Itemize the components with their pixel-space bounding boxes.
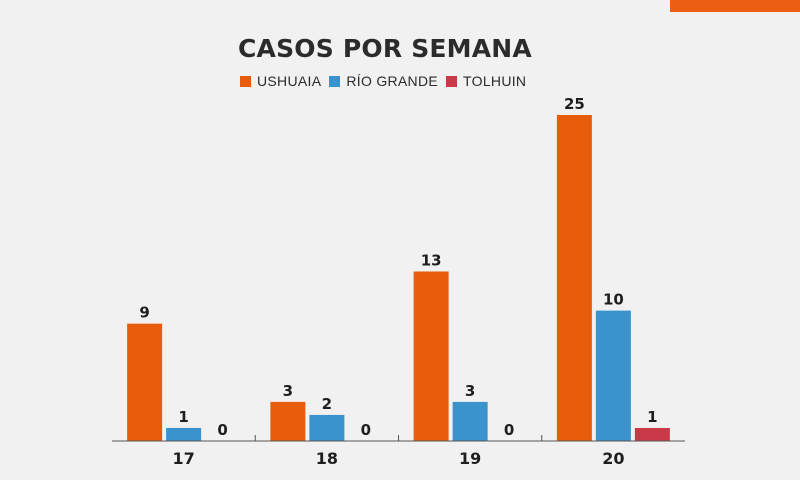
bar-ushuaia-17 — [127, 323, 163, 441]
data-label: 0 — [504, 421, 514, 439]
bar-ushuaia-20 — [556, 115, 592, 441]
legend-item-tolhuin: TOLHUIN — [446, 73, 526, 89]
data-label: 3 — [283, 382, 293, 400]
data-label: 2 — [322, 395, 332, 413]
legend-item-ushuaia: USHUAIA — [240, 73, 321, 89]
bar-r-o-grande-18 — [309, 414, 345, 441]
legend-swatch-tolhuin — [446, 75, 458, 87]
data-label: 13 — [421, 251, 442, 269]
bar-r-o-grande-19 — [452, 401, 488, 441]
legend: USHUAIA RÍO GRANDE TOLHUIN — [240, 73, 526, 89]
data-label: 9 — [139, 304, 149, 322]
data-label: 0 — [217, 421, 227, 439]
legend-swatch-rio-grande — [329, 75, 341, 87]
bar-tolhuin-20 — [634, 427, 670, 441]
legend-label-tolhuin: TOLHUIN — [463, 73, 527, 89]
x-tick-label: 18 — [316, 449, 338, 468]
x-tick-label: 19 — [459, 449, 481, 468]
data-label: 25 — [564, 95, 585, 113]
legend-label-rio-grande: RÍO GRANDE — [346, 73, 439, 89]
bar-ushuaia-18 — [270, 401, 306, 441]
bar-ushuaia-19 — [413, 271, 449, 441]
bar-r-o-grande-20 — [595, 310, 631, 441]
top-accent-bar — [670, 0, 800, 12]
data-label: 10 — [603, 291, 624, 309]
chart-title: CASOS POR SEMANA — [238, 34, 532, 63]
data-label: 0 — [361, 421, 371, 439]
data-label: 3 — [465, 382, 475, 400]
x-tick-label: 17 — [172, 449, 194, 468]
legend-item-rio-grande: RÍO GRANDE — [329, 73, 438, 89]
x-tick-label: 20 — [602, 449, 624, 468]
data-label: 1 — [178, 408, 188, 426]
legend-label-ushuaia: USHUAIA — [257, 73, 322, 89]
data-label: 1 — [647, 408, 657, 426]
legend-swatch-ushuaia — [240, 75, 251, 87]
bar-r-o-grande-17 — [166, 427, 202, 441]
